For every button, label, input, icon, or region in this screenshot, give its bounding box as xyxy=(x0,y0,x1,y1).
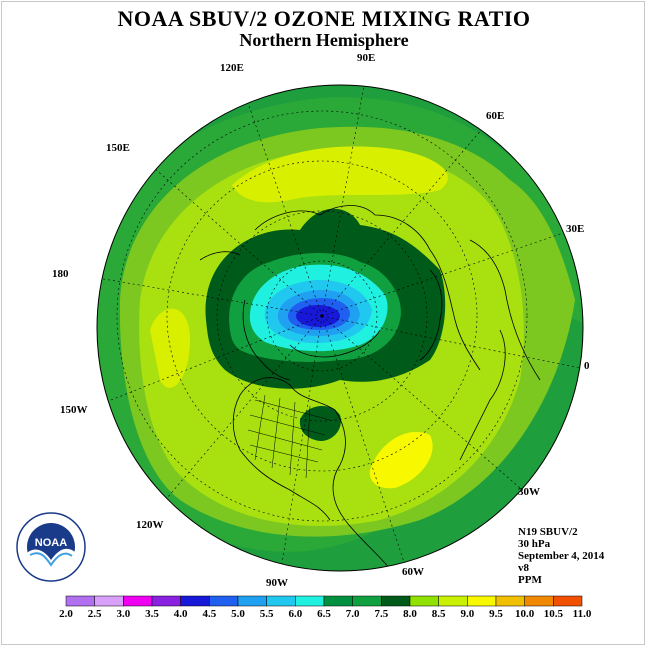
legend-tick-label: 8.5 xyxy=(431,608,446,620)
legend-tick-label: 10.0 xyxy=(515,608,535,620)
lon-label-30w: 30W xyxy=(518,486,540,498)
lon-label-30e: 30E xyxy=(566,223,585,235)
legend-tick-label: 9.5 xyxy=(489,608,503,620)
yellow-green-band-north xyxy=(232,146,448,203)
legend-swatch xyxy=(352,595,382,607)
legend-swatch xyxy=(237,595,267,607)
lon-label-120e: 120E xyxy=(220,62,244,74)
info-pressure: 30 hPa xyxy=(518,538,551,550)
legend-tick-label: 6.0 xyxy=(288,608,303,620)
legend-swatch xyxy=(94,595,124,607)
legend-tick-label: 6.5 xyxy=(317,608,331,620)
legend-tick-label: 3.0 xyxy=(116,608,131,620)
map-subtitle: Northern Hemisphere xyxy=(239,30,409,50)
legend-tick-label: 10.5 xyxy=(543,608,563,620)
state-borders xyxy=(247,394,331,479)
legend-tick-label: 8.0 xyxy=(403,608,417,620)
legend-swatch xyxy=(467,595,497,607)
legend-swatch xyxy=(295,595,325,607)
legend-swatch xyxy=(266,595,296,607)
info-units: PPM xyxy=(518,574,542,586)
legend-swatch xyxy=(180,595,210,607)
lon-label-60e: 60E xyxy=(486,110,505,122)
cyan-edge-patch xyxy=(97,180,112,245)
legend-tick-label: 7.0 xyxy=(345,608,360,620)
yellow-green-band-west xyxy=(150,308,190,388)
graticule xyxy=(97,85,581,571)
legend-swatch xyxy=(151,595,181,607)
legend-tick-label: 5.0 xyxy=(231,608,245,620)
legend-tick-label: 9.0 xyxy=(460,608,475,620)
legend-tick-label: 2.5 xyxy=(87,608,102,620)
legend-swatch xyxy=(209,595,239,607)
info-instrument: N19 SBUV/2 xyxy=(518,526,578,538)
legend-tick-label: 11.0 xyxy=(572,608,592,620)
legend-swatch xyxy=(123,595,153,607)
info-date: September 4, 2014 xyxy=(518,550,605,562)
legend-tick-label: 3.5 xyxy=(145,608,159,620)
svg-text:NOAA: NOAA xyxy=(35,537,67,549)
lon-label-150e: 150E xyxy=(106,142,130,154)
legend-swatch xyxy=(495,595,525,607)
legend-swatch xyxy=(438,595,468,607)
legend-swatch xyxy=(524,595,554,607)
legend-swatch xyxy=(381,595,411,607)
legend-tick-label: 4.5 xyxy=(202,608,217,620)
map-boundary xyxy=(96,84,584,572)
lon-label-0: 0 xyxy=(584,360,590,372)
info-version: v8 xyxy=(518,562,529,574)
map-title: NOAA SBUV/2 OZONE MIXING RATIO xyxy=(117,6,531,31)
lon-label-60w: 60W xyxy=(402,566,424,578)
lon-label-180: 180 xyxy=(52,268,69,280)
legend-swatch xyxy=(553,595,583,607)
legend-swatch xyxy=(323,595,353,607)
lon-label-120w: 120W xyxy=(136,519,164,531)
legend-swatch xyxy=(409,595,439,607)
lon-label-90w: 90W xyxy=(266,577,288,589)
lon-label-150w: 150W xyxy=(60,404,88,416)
ozone-field xyxy=(97,85,583,571)
legend-tick-label: 2.0 xyxy=(59,608,73,620)
yellow-patch xyxy=(369,431,433,489)
info-block: N19 SBUV/2 30 hPa September 4, 2014 v8 P… xyxy=(518,526,604,586)
minimum-core xyxy=(296,305,340,327)
coastlines xyxy=(199,205,541,571)
legend-tick-label: 7.5 xyxy=(374,608,389,620)
legend-tick-label: 4.0 xyxy=(173,608,188,620)
lon-label-90e: 90E xyxy=(357,52,376,64)
legend-swatch xyxy=(65,595,95,607)
legend-tick-label: 5.5 xyxy=(259,608,274,620)
noaa-logo: NOAA xyxy=(16,512,86,582)
legend-color-bar xyxy=(65,595,583,607)
